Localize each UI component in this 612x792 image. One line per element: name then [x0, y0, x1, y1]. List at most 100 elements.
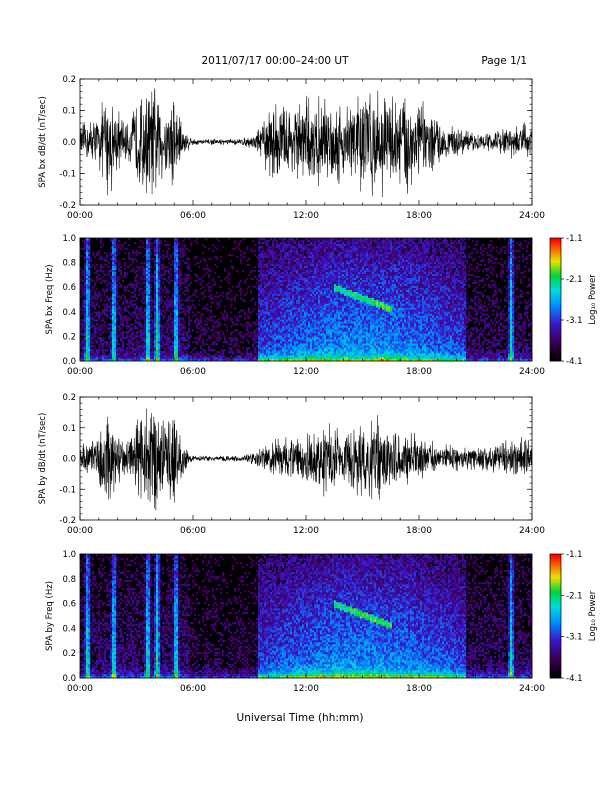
- spectrogram-cell: [256, 353, 259, 356]
- spectrogram-cell: [298, 265, 301, 269]
- spectrogram-cell: [300, 341, 303, 344]
- spectrogram-cell: [174, 323, 177, 326]
- spectrogram-cell: [288, 238, 291, 241]
- spectrogram-cell: [214, 245, 217, 249]
- spectrogram-cell: [324, 287, 327, 290]
- spectrogram-cell: [316, 299, 319, 302]
- spectrogram-cell: [96, 295, 99, 298]
- spectrogram-cell: [140, 245, 143, 249]
- spectrogram-cell: [88, 323, 91, 326]
- spectrogram-cell: [134, 355, 137, 358]
- spectrogram-cell: [280, 315, 283, 318]
- spectrogram-cell: [322, 259, 325, 263]
- spectrogram-cell: [184, 311, 187, 314]
- spectrogram-cell: [326, 303, 329, 306]
- spectrogram-cell: [312, 299, 315, 302]
- spectrogram-cell: [180, 299, 183, 302]
- spectrogram-cell: [88, 259, 91, 263]
- spectrogram-cell: [176, 315, 179, 318]
- spectrogram-cell: [282, 257, 285, 261]
- spectrogram-cell: [118, 239, 121, 243]
- spectrogram-cell: [258, 261, 261, 265]
- spectrogram-cell: [266, 329, 269, 332]
- spectrogram-cell: [98, 347, 101, 350]
- spectrogram-cell: [156, 273, 159, 276]
- spectrogram-cell: [158, 349, 161, 352]
- spectrogram-cell: [274, 281, 277, 284]
- spectrogram-cell: [268, 287, 271, 290]
- spectrogram-cell: [224, 319, 227, 322]
- spectrogram-cell: [112, 297, 115, 300]
- spectrogram-cell: [326, 285, 329, 288]
- spectrogram-cell: [92, 337, 95, 340]
- spectrogram-cell: [172, 353, 175, 356]
- spectrogram-cell: [114, 349, 117, 352]
- spectrogram-cell: [166, 347, 169, 350]
- spectrogram-cell: [158, 295, 161, 298]
- spectrogram-cell: [212, 319, 215, 322]
- spectrogram-cell: [312, 359, 315, 362]
- spectrogram-cell: [154, 293, 157, 296]
- spectrogram-cell: [216, 321, 219, 324]
- spectrogram-cell: [320, 253, 323, 257]
- spectrogram-cell: [240, 261, 243, 265]
- spectrogram-cell: [200, 325, 203, 328]
- spectrogram-cell: [232, 321, 235, 324]
- spectrogram-cell: [88, 247, 91, 251]
- spectrogram-cell: [84, 277, 87, 280]
- spectrogram-cell: [122, 317, 125, 320]
- spectrogram-cell: [274, 265, 277, 269]
- spectrogram-cell: [262, 323, 265, 326]
- spectrogram-cell: [180, 279, 183, 282]
- spectrogram-cell: [306, 351, 309, 354]
- spectrogram-cell: [312, 337, 315, 340]
- spectrogram-cell: [200, 321, 203, 324]
- spectrogram-cell: [328, 325, 331, 328]
- y-tick-label: -0.1: [59, 170, 76, 180]
- spectrogram-cell: [84, 321, 87, 324]
- spectrogram-cell: [180, 325, 183, 328]
- spectrogram-cell: [248, 257, 251, 261]
- spectrogram-cell: [256, 313, 259, 316]
- spectrogram-cell: [214, 331, 217, 334]
- spectrogram-cell: [276, 325, 279, 328]
- spectrogram-cell: [272, 245, 275, 249]
- spectrogram-cell: [248, 335, 251, 338]
- spectrogram-cell: [306, 321, 309, 324]
- spectrogram-cell: [182, 353, 185, 356]
- spectrogram-cell: [320, 303, 323, 306]
- spectrogram-cell: [176, 317, 179, 320]
- spectrogram-cell: [274, 311, 277, 314]
- spectrogram-cell: [170, 357, 173, 360]
- spectrogram-cell: [310, 299, 313, 302]
- spectrogram-cell: [100, 345, 103, 348]
- spectrogram-cell: [172, 321, 175, 324]
- spectrogram-cell: [276, 301, 279, 304]
- spectrogram-cell: [272, 253, 275, 257]
- spectrogram-cell: [284, 321, 287, 324]
- spectrogram-cell: [154, 309, 157, 312]
- spectrogram-cell: [280, 243, 283, 247]
- spectrogram-cell: [192, 299, 195, 302]
- spectrogram-cell: [326, 331, 329, 334]
- spectrogram-cell: [230, 259, 233, 263]
- spectrogram-cell: [110, 283, 113, 286]
- spectrogram-cell: [98, 353, 101, 356]
- spectrogram-cell: [146, 269, 149, 273]
- spectrogram-cell: [298, 321, 301, 324]
- spectrogram-cell: [110, 355, 113, 358]
- spectrogram-cell: [250, 325, 253, 328]
- spectrogram-cell: [316, 267, 319, 271]
- spectrogram-cell: [176, 265, 179, 269]
- spectrogram-cell: [282, 271, 285, 275]
- spectrogram-cell: [310, 263, 313, 267]
- spectrogram-cell: [264, 353, 267, 356]
- spectrogram-cell: [208, 355, 211, 358]
- spectrogram-cell: [92, 319, 95, 322]
- spectrogram-cell: [328, 317, 331, 320]
- spectrogram-cell: [286, 337, 289, 340]
- spectrogram-cell: [280, 307, 283, 310]
- spectrogram-cell: [280, 303, 283, 306]
- spectrogram-cell: [320, 273, 323, 276]
- spectrogram-cell: [258, 321, 261, 324]
